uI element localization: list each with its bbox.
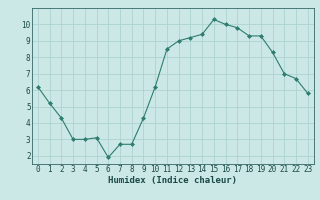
X-axis label: Humidex (Indice chaleur): Humidex (Indice chaleur) xyxy=(108,176,237,185)
